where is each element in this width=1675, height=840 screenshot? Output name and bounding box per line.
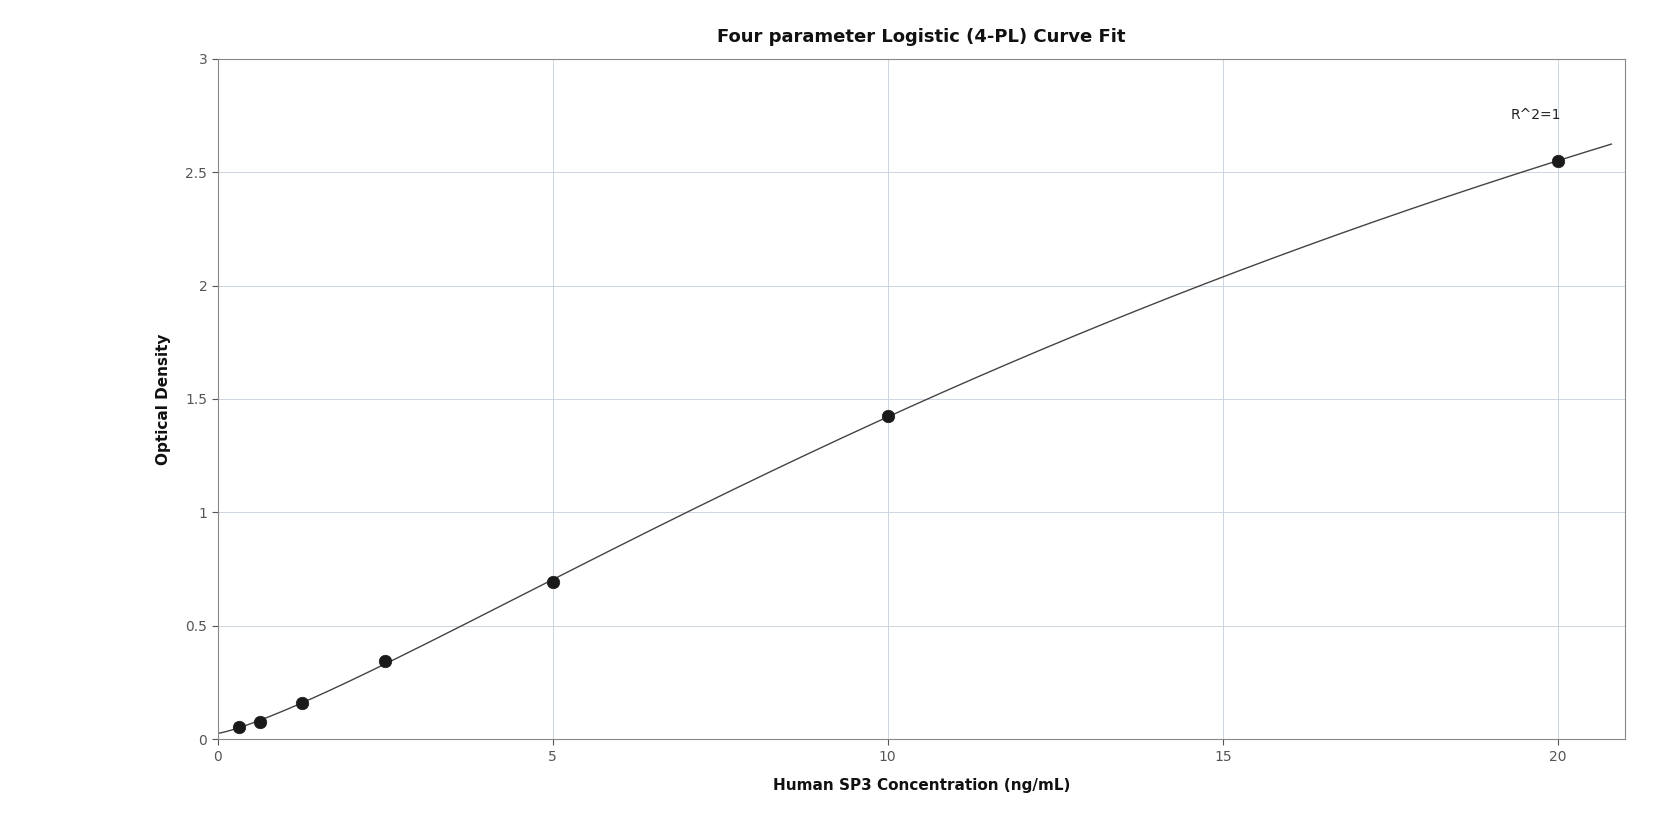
Text: R^2=1: R^2=1	[1511, 108, 1561, 123]
Point	[539, 575, 566, 589]
Point	[1544, 154, 1571, 167]
Point	[246, 716, 273, 729]
Y-axis label: Optical Density: Optical Density	[156, 333, 171, 465]
Title: Four parameter Logistic (4-PL) Curve Fit: Four parameter Logistic (4-PL) Curve Fit	[717, 28, 1126, 46]
Point	[226, 720, 253, 733]
Point	[874, 409, 901, 423]
Point	[372, 654, 399, 668]
X-axis label: Human SP3 Concentration (ng/mL): Human SP3 Concentration (ng/mL)	[772, 778, 1070, 792]
Point	[288, 696, 315, 710]
